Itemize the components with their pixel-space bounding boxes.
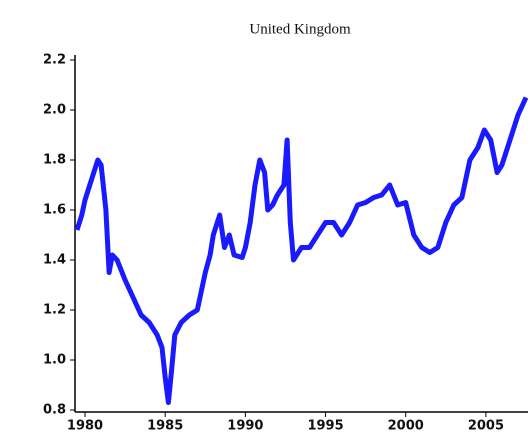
y-tick-label: 1.4 xyxy=(43,253,66,268)
x-tick-label: 2005 xyxy=(468,419,504,434)
y-tick-label: 1.8 xyxy=(43,153,66,168)
y-tick-label: 2.2 xyxy=(43,53,66,68)
x-tick-label: 2000 xyxy=(388,419,424,434)
line xyxy=(74,96,529,405)
x-tick-label: 1980 xyxy=(67,419,103,434)
y-tick-label: 1.0 xyxy=(43,353,66,368)
y-tick-label: 0.8 xyxy=(43,403,66,418)
y-tick-label: 2.0 xyxy=(43,103,66,118)
y-tick-label: 1.6 xyxy=(43,203,66,218)
x-tick-label: 1990 xyxy=(227,419,263,434)
chart-title: United Kingdom xyxy=(249,21,351,37)
x-tick-label: 1985 xyxy=(147,419,183,434)
y-tick-label: 1.2 xyxy=(43,303,66,318)
x-tick-label: 1995 xyxy=(307,419,343,434)
